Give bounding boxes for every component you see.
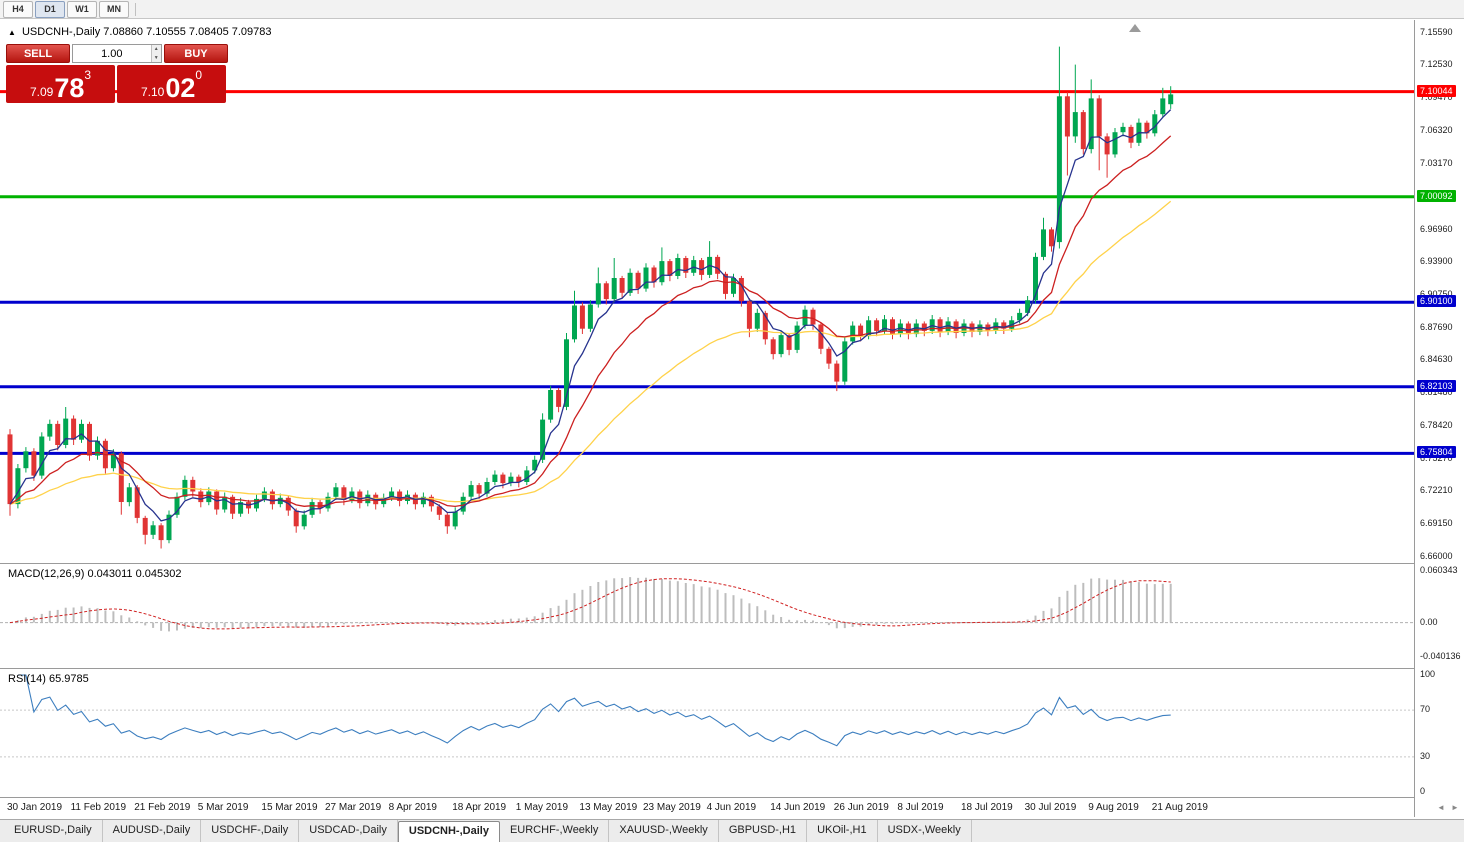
buy-button[interactable]: BUY: [164, 44, 228, 63]
time-tick-label: 1 May 2019: [515, 802, 569, 813]
sell-price-display[interactable]: 7.09 78 3: [6, 65, 115, 103]
pane-separator: [0, 797, 1464, 798]
tab-eurusd-daily[interactable]: EURUSD-,Daily: [4, 820, 103, 842]
time-tick-label: 9 Aug 2019: [1088, 802, 1139, 813]
time-tick-label: 4 Jun 2019: [706, 802, 757, 813]
scroll-left-icon[interactable]: ◄: [1437, 803, 1445, 812]
timeframe-toolbar: H4 D1 W1 MN: [0, 0, 1464, 19]
timeframe-button-d1[interactable]: D1: [35, 0, 65, 18]
pane-separator[interactable]: [0, 563, 1464, 564]
one-click-trading-panel: SELL ▲ ▼ BUY 7.09 78 3 7.10 02 0: [6, 44, 228, 103]
macd-tick-label: 0.060343: [1420, 565, 1458, 575]
level-price-badge: 6.82103: [1417, 379, 1456, 392]
rsi-tick-label: 30: [1420, 750, 1431, 761]
tab-audusd-daily[interactable]: AUDUSD-,Daily: [103, 820, 202, 842]
time-tick-label: 5 Mar 2019: [197, 802, 249, 813]
time-tick-label: 11 Feb 2019: [70, 802, 127, 813]
volume-decrease-button[interactable]: ▼: [151, 53, 161, 62]
timeframe-button-mn[interactable]: MN: [99, 0, 129, 18]
time-tick-label: 30 Jan 2019: [7, 802, 63, 813]
sell-button[interactable]: SELL: [6, 44, 70, 63]
price-tick-label: 6.93900: [1420, 256, 1453, 267]
tab-xauusd-weekly[interactable]: XAUUSD-,Weekly: [609, 820, 719, 842]
tab-usdcnh-daily[interactable]: USDCNH-,Daily: [397, 821, 500, 842]
time-tick-label: 18 Jul 2019: [961, 802, 1013, 813]
volume-input[interactable]: [73, 45, 151, 62]
candlestick-chart[interactable]: [0, 20, 1414, 563]
level-price-badge: 7.00092: [1417, 189, 1456, 202]
rsi-tick-label: 100: [1420, 669, 1436, 679]
sell-price-main: 7.09: [29, 85, 54, 99]
tab-usdcad-daily[interactable]: USDCAD-,Daily: [299, 820, 398, 842]
tab-ukoil-h1[interactable]: UKOil-,H1: [807, 820, 878, 842]
toolbar-separator: [135, 2, 136, 16]
tab-usdchf-daily[interactable]: USDCHF-,Daily: [201, 820, 300, 842]
time-tick-label: 21 Aug 2019: [1151, 802, 1208, 813]
time-axis[interactable]: 30 Jan 2019 11 Feb 2019 21 Feb 2019 5 Mar 2…: [0, 798, 1414, 816]
chart-title: ▲ USDCNH-,Daily 7.08860 7.10555 7.08405 …: [8, 26, 272, 38]
time-tick-label: 8 Jul 2019: [897, 802, 944, 813]
time-tick-label: 8 Apr 2019: [388, 802, 437, 813]
price-axis[interactable]: 7.15590 7.12530 7.09470 7.06320 7.03170 6.969…: [1414, 20, 1464, 817]
volume-control: ▲ ▼: [72, 44, 162, 63]
buy-price-main: 7.10: [140, 85, 165, 99]
tab-eurchf-weekly[interactable]: EURCHF-,Weekly: [500, 820, 610, 842]
pane-separator[interactable]: [0, 668, 1464, 669]
price-tick-label: 6.81480: [1420, 387, 1453, 398]
buy-price-display[interactable]: 7.10 02 0: [117, 65, 226, 103]
tab-gbpusd-h1[interactable]: GBPUSD-,H1: [719, 820, 808, 842]
price-tick-label: 6.69150: [1420, 517, 1453, 528]
chart-marker-icon: ▲: [8, 28, 16, 37]
buy-price-pips: 02: [165, 73, 196, 104]
price-tick-label: 7.15590: [1420, 27, 1453, 37]
macd-label: MACD(12,26,9) 0.043011 0.045302: [8, 568, 182, 580]
time-tick-label: 26 Jun 2019: [833, 802, 889, 813]
time-tick-label: 14 Jun 2019: [770, 802, 826, 813]
level-price-badge: 6.90100: [1417, 295, 1456, 308]
chart-ohlc-values: 7.08860 7.10555 7.08405 7.09783: [103, 26, 272, 38]
time-tick-label: 13 May 2019: [579, 802, 638, 813]
time-tick-label: 18 Apr 2019: [452, 802, 507, 813]
timeframe-button-w1[interactable]: W1: [67, 0, 97, 18]
macd-indicator-chart[interactable]: [0, 565, 1414, 667]
time-tick-label: 30 Jul 2019: [1024, 802, 1077, 813]
price-tick-label: 6.78420: [1420, 419, 1453, 430]
scroll-right-icon[interactable]: ►: [1451, 803, 1459, 812]
price-tick-label: 7.12530: [1420, 59, 1453, 70]
volume-increase-button[interactable]: ▲: [151, 45, 161, 54]
chart-symbol-label: USDCNH-,Daily: [21, 26, 101, 38]
level-price-badge: 6.75804: [1417, 446, 1456, 459]
price-tick-label: 7.03170: [1420, 158, 1453, 169]
rsi-indicator-chart[interactable]: [0, 670, 1414, 797]
price-tick-label: 6.75270: [1420, 453, 1453, 464]
rsi-tick-label: 0: [1420, 786, 1426, 796]
sell-price-pips: 78: [54, 73, 85, 104]
time-tick-label: 21 Feb 2019: [134, 802, 191, 813]
price-tick-label: 6.66000: [1420, 551, 1453, 561]
time-tick-label: 15 Mar 2019: [261, 802, 318, 813]
macd-tick-label: -0.040136: [1420, 651, 1461, 661]
chart-tabs-bar: EURUSD-,Daily AUDUSD-,Daily USDCHF-,Daily U…: [0, 819, 1464, 842]
price-tick-label: 6.87690: [1420, 321, 1453, 332]
price-tick-label: 6.84630: [1420, 354, 1453, 365]
timeframe-button-h4[interactable]: H4: [3, 0, 33, 18]
time-tick-label: 23 May 2019: [643, 802, 701, 813]
price-tick-label: 6.72210: [1420, 485, 1453, 496]
chart-window: ▲ USDCNH-,Daily 7.08860 7.10555 7.08405 …: [0, 20, 1464, 818]
macd-tick-label: 0.00: [1420, 616, 1438, 627]
buy-price-point: 0: [195, 68, 203, 82]
rsi-tick-label: 70: [1420, 704, 1431, 715]
price-tick-label: 7.06320: [1420, 124, 1453, 135]
price-tick-label: 6.90750: [1420, 289, 1453, 299]
price-tick-label: 7.09470: [1420, 91, 1453, 102]
sell-price-point: 3: [84, 68, 92, 82]
price-tick-label: 6.96960: [1420, 223, 1453, 234]
tab-usdx-weekly[interactable]: USDX-,Weekly: [878, 820, 972, 842]
rsi-label: RSI(14) 65.9785: [8, 673, 89, 685]
level-price-badge: 7.10044: [1417, 84, 1456, 97]
time-tick-label: 27 Mar 2019: [325, 802, 382, 813]
